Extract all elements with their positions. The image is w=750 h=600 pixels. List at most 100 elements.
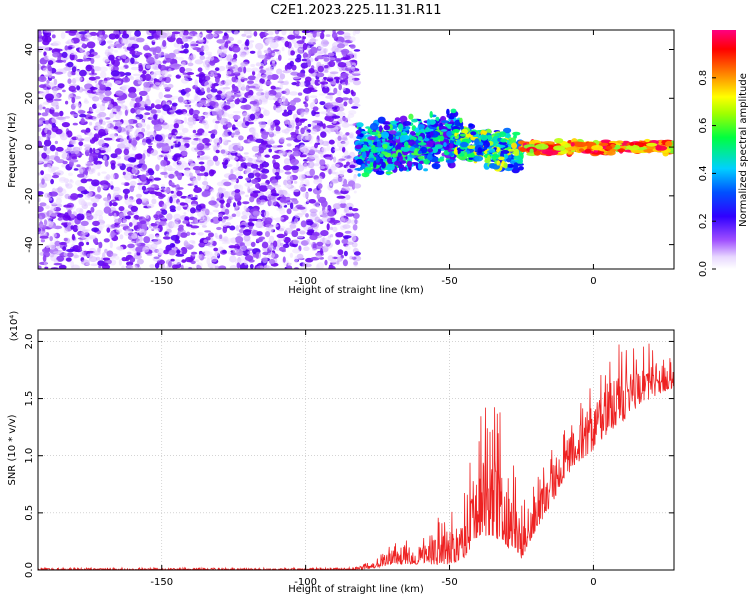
spectrogram-cell [331, 32, 338, 39]
spectrogram-cell [40, 170, 44, 176]
spectrogram-cell [192, 166, 202, 171]
spectrogram-cell [267, 252, 275, 259]
spectrogram-cell [119, 212, 127, 218]
spectrogram-cell [244, 255, 254, 261]
spectrogram-cell [119, 66, 126, 71]
spectrogram-cell [207, 262, 216, 269]
spectrogram-cell [190, 207, 196, 214]
spectrogram-cell [299, 118, 306, 123]
spectrogram-cell [45, 93, 54, 101]
spectrogram-cell [417, 150, 422, 155]
spectrogram-cell [96, 163, 101, 169]
spectrogram-cell [52, 112, 61, 117]
spectrogram-cell [147, 168, 153, 173]
spectrogram-cell [127, 157, 137, 163]
spectrogram-cell [255, 138, 265, 143]
spectrogram-cell [339, 117, 349, 122]
spectrogram-cell [162, 60, 167, 64]
spectrogram-cell [328, 168, 332, 175]
spectrogram-cell [42, 67, 48, 73]
spectrogram-cell [287, 265, 293, 269]
spectrogram-cell [379, 153, 384, 158]
spectrogram-cell [107, 145, 112, 153]
spectrogram-cell [296, 228, 301, 232]
spectrogram-cell [378, 125, 383, 133]
spectrogram-cell [184, 103, 189, 108]
spectrogram-cell [73, 103, 81, 107]
spectrogram-cell [134, 30, 142, 37]
spectrogram-cell [381, 138, 386, 142]
spectrogram-cell [417, 136, 423, 142]
spectrogram-cell [279, 246, 286, 252]
spectrogram-cell [51, 34, 56, 39]
spectrogram-cell [79, 208, 84, 215]
spectrogram-cell [333, 58, 343, 62]
spectrogram-cell [42, 254, 47, 262]
spectrogram-cell [67, 94, 71, 100]
spectrogram-cell [43, 101, 50, 105]
spectrogram-cell [337, 249, 344, 256]
spectrogram-cell [240, 61, 249, 67]
spectrogram-cell [229, 225, 236, 231]
spectrogram-cell [335, 239, 341, 245]
spectrogram-cell [72, 146, 81, 153]
spectrogram-cell [52, 93, 60, 99]
spectrogram-cell [243, 30, 252, 35]
spectrogram-cell [92, 89, 100, 93]
spectrogram-cell [545, 150, 559, 156]
spectrogram-cell [352, 70, 361, 75]
spectrogram-cell [322, 48, 329, 53]
spectrogram-cell [181, 150, 188, 157]
spectrogram-cell [385, 171, 394, 175]
spectrogram-cell [234, 98, 240, 105]
spectrogram-cell [126, 261, 134, 266]
spectrogram-cell [319, 32, 325, 40]
spectrogram-cell [183, 212, 187, 215]
spectrogram-cell [342, 235, 352, 239]
spectrogram-cell [38, 112, 42, 116]
spectrogram-cell [285, 137, 295, 141]
spectrogram-cell [243, 234, 251, 242]
spectrogram-cell [201, 137, 210, 144]
spectrogram-cell [131, 145, 137, 151]
spectrogram-cell [122, 104, 127, 111]
spectrogram-cell [123, 148, 130, 156]
spectrogram-cell [142, 113, 147, 121]
spectrogram-cell [225, 64, 231, 70]
spectrogram-cell [121, 182, 126, 186]
spectrogram-cell [344, 206, 350, 213]
spectrogram-cell [154, 104, 163, 110]
spectrogram-cell [303, 163, 308, 169]
spectrogram-cell [334, 189, 339, 194]
spectrogram-cell [263, 49, 271, 54]
spectrogram-cell [191, 251, 198, 255]
spectrogram-cell [228, 173, 237, 181]
spectrogram-cell [171, 95, 180, 100]
spectrogram-cell [45, 205, 50, 210]
spectrogram-cell [272, 240, 278, 248]
spectrogram-cell [327, 74, 334, 78]
spectrogram-cell [353, 260, 359, 268]
spectrogram-cell [202, 215, 211, 223]
spectrogram-cell [42, 248, 51, 253]
spectrogram-cell [299, 230, 306, 235]
spectrogram-cell [91, 68, 95, 75]
spectrogram-cell [90, 263, 99, 267]
spectrogram-cell [197, 232, 204, 236]
spectrogram-cell [63, 204, 72, 208]
spectrogram-cell [417, 142, 427, 146]
spectrogram-cell [114, 105, 122, 110]
spectrogram-cell [570, 142, 575, 147]
spectrogram-cell [273, 102, 281, 106]
spectrogram-cell [145, 138, 152, 144]
spectrogram-cell [79, 113, 87, 118]
spectrogram-cell [284, 185, 292, 188]
spectrogram-cell [150, 149, 158, 156]
spectrogram-cell [355, 158, 363, 165]
spectrogram-cell [242, 229, 252, 236]
spectrogram-cell [249, 136, 254, 141]
spectrogram-cell [104, 117, 111, 120]
spectrogram-cell [356, 122, 364, 128]
spectrogram-cell [203, 163, 211, 172]
spectrogram-cell [297, 92, 303, 96]
